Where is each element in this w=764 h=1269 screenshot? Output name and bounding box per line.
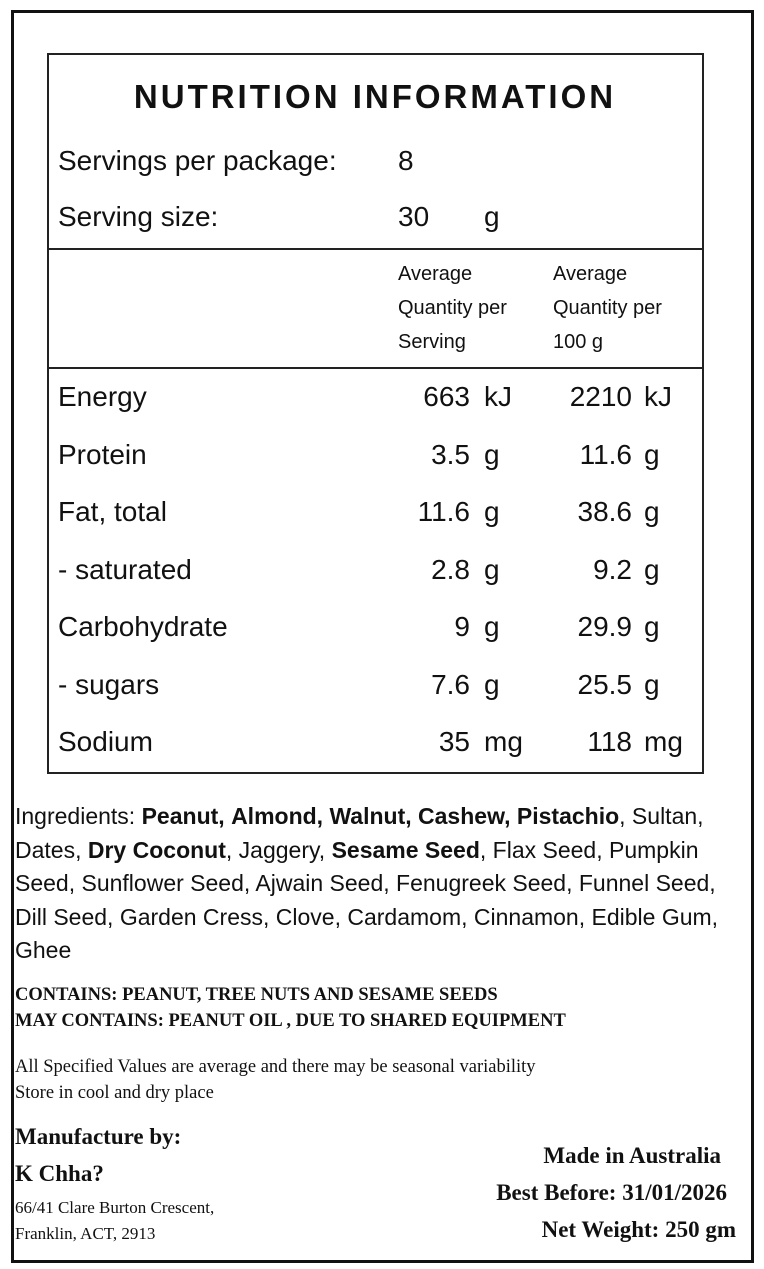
per-100g-unit: g (644, 553, 660, 585)
per-100g-value: 2210 (569, 381, 632, 412)
ingredient: Walnut, (329, 803, 412, 829)
per-100g-unit: g (644, 496, 660, 527)
ingredient: Dry Coconut (87, 836, 226, 863)
note: All Specified Values are average and the… (15, 1057, 536, 1077)
per-100g-unit: kJ (644, 381, 672, 412)
net-weight: Net Weight: 250 gm (541, 1217, 736, 1242)
nutrient-name: Energy (58, 381, 147, 412)
per-100g-value: 29.9 (577, 611, 633, 642)
best-before: Best Before: 31/01/2026 (496, 1180, 727, 1205)
nutrient-name: Carbohydrate (58, 611, 228, 642)
per-100g-value: 38.6 (577, 496, 633, 527)
column-header: Quantity per (553, 297, 662, 319)
note: Store in cool and dry place (15, 1083, 214, 1103)
per-100g-unit: g (644, 611, 660, 642)
ingredient: Peanut, (141, 803, 225, 829)
column-header: Average (398, 263, 473, 285)
per-100g-value: 118 (587, 726, 632, 757)
per-100g-value: 9.2 (593, 553, 632, 585)
panel-border (47, 53, 704, 774)
ingredients: Ingredients: Peanut, Almond, Walnut, Cas… (15, 800, 750, 968)
per-serving-value: 11.6 (417, 496, 470, 527)
nutrient-name: Fat, total (58, 496, 167, 527)
ingredient: Dates, (15, 836, 82, 863)
per-serving-unit: g (484, 611, 500, 642)
ingredient: Pistachio (516, 803, 620, 829)
per-100g-unit: g (644, 668, 660, 700)
serving-size-label: Serving size: (58, 201, 219, 232)
origin: Made in Australia (543, 1143, 721, 1168)
servings-value: 8 (398, 145, 414, 176)
column-header: Quantity per (398, 297, 507, 319)
column-header: Average (553, 263, 628, 285)
ingredient: , Jaggery, (225, 836, 326, 863)
per-serving-unit: g (484, 438, 500, 470)
per-serving-value: 9 (454, 611, 470, 642)
per-100g-value: 25.5 (577, 668, 633, 700)
ingredient: Cashew, (418, 803, 511, 829)
servings-label: Servings per package: (58, 145, 337, 176)
divider (48, 248, 702, 250)
per-100g-unit: mg (644, 726, 683, 757)
nutrient-name: Sodium (58, 726, 153, 757)
serving-size-value: 30 (398, 201, 430, 232)
per-serving-value: 663 (423, 381, 470, 412)
per-serving-unit: g (484, 496, 500, 527)
allergen: CONTAINS: PEANUT, TREE NUTS AND SESAME S… (15, 985, 498, 1005)
per-serving-value: 7.6 (431, 668, 470, 700)
per-serving-unit: g (484, 553, 500, 585)
per-serving-value: 3.5 (431, 438, 470, 470)
address: Franklin, ACT, 2913 (15, 1224, 156, 1243)
manufacturer-heading: Manufacture by: (15, 1124, 182, 1149)
per-serving-unit: mg (484, 726, 523, 757)
nutrient-name: - saturated (58, 553, 192, 585)
per-100g-value: 11.6 (579, 438, 632, 470)
per-100g-unit: g (644, 438, 660, 470)
ingredients-label: Ingredients: (15, 803, 136, 829)
nutrient-name: Protein (58, 438, 147, 470)
address: 66/41 Clare Burton Crescent, (15, 1198, 215, 1217)
allergen: MAY CONTAINS: PEANUT OIL , DUE TO SHARED… (15, 1011, 566, 1031)
column-header: 100 g (553, 331, 604, 353)
ingredient: Almond, (231, 803, 324, 829)
outer-border (11, 10, 754, 1263)
ingredient: , Flax Seed, Pumpkin Seed, Sunflower See… (15, 836, 719, 964)
column-header: Serving (398, 331, 466, 353)
ingredient: , Sultan, (619, 803, 704, 829)
nutrient-name: - sugars (58, 668, 160, 700)
ingredient: Sesame Seed (331, 836, 480, 863)
manufacturer-name: K Chha? (15, 1161, 104, 1186)
per-serving-value: 35 (438, 726, 470, 757)
per-serving-unit: kJ (484, 381, 512, 412)
divider (48, 367, 702, 369)
panel-title: NUTRITION INFORMATION (133, 78, 617, 115)
per-serving-value: 2.8 (431, 553, 470, 585)
serving-size-unit: g (484, 201, 500, 232)
per-serving-unit: g (484, 668, 500, 700)
